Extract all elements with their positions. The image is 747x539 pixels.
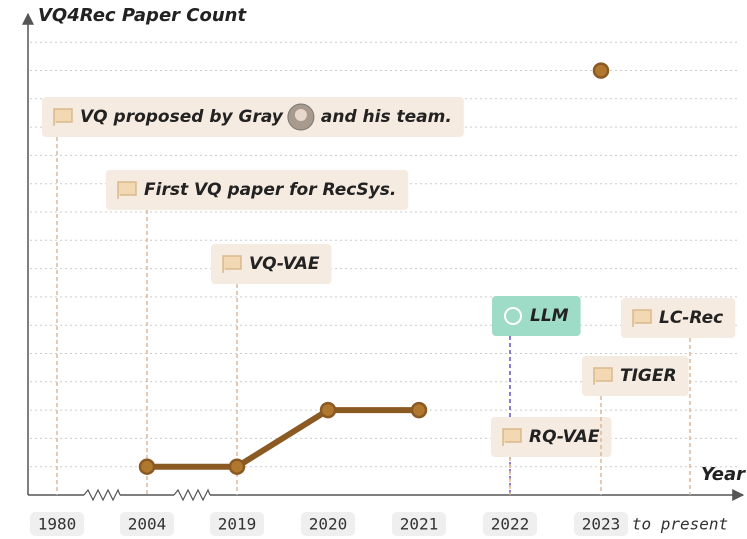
annotation: First VQ paper for RecSys. [106, 170, 409, 495]
annotation: RQ-VAE [491, 417, 612, 495]
tick-pill [392, 512, 446, 536]
annotation: LC-Rec [621, 298, 736, 495]
x-tick-label: 2022 [491, 515, 530, 534]
flag-icon [502, 428, 522, 446]
flag-icon [593, 367, 613, 385]
tick-pill [483, 512, 537, 536]
axis-break [173, 488, 211, 502]
tick-pill [574, 512, 628, 536]
grid [30, 41, 740, 468]
annotation-text: and his team. [321, 107, 452, 127]
flag-icon [222, 255, 242, 273]
annotation-text: VQ proposed by Gray [80, 107, 284, 127]
x-tick-label: 1980 [38, 515, 77, 534]
x-tick-label: to present [632, 515, 728, 534]
annotation-text: LC-Rec [659, 308, 723, 328]
annotation-text: TIGER [620, 366, 677, 386]
marker [138, 458, 156, 475]
tick-pill [120, 512, 174, 536]
annotation-box [582, 356, 689, 396]
annotation: LLM [492, 296, 581, 495]
y-axis-label: VQ4Rec Paper Count [38, 5, 247, 26]
x-tick-label: 2020 [309, 515, 348, 534]
annotation-text: LLM [530, 306, 569, 326]
annotation-box [621, 298, 736, 338]
tick-pill [301, 512, 355, 536]
annotation-box [491, 417, 612, 457]
axis-break-bg [84, 488, 120, 502]
tick-pill [30, 512, 84, 536]
x-tick-label: 2021 [400, 515, 439, 534]
avatar-face [294, 109, 307, 121]
flag-icon [53, 108, 73, 126]
tick-pill [210, 512, 264, 536]
annotation: VQ proposed by Gray and his team. [42, 97, 464, 495]
annotation-box [106, 170, 409, 210]
marker [592, 62, 610, 79]
annotation-text: First VQ paper for RecSys. [144, 180, 396, 200]
x-tick-label: 2023 [582, 515, 621, 534]
annotation-text: RQ-VAE [529, 427, 600, 447]
annotation: VQ-VAE [211, 244, 332, 495]
axis-break [83, 488, 121, 502]
flag-icon [117, 181, 137, 199]
annotation-box [42, 97, 464, 137]
flag-icon [632, 309, 652, 327]
annotation-box [211, 244, 332, 284]
axis-break-bg [174, 488, 210, 502]
llm-icon [504, 307, 522, 325]
x-tick-label: 2004 [128, 515, 167, 534]
annotation: TIGER [582, 356, 689, 495]
x-axis-label: Year [701, 464, 746, 485]
annotation-text: VQ-VAE [249, 254, 320, 274]
x-tick-label: 2019 [218, 515, 257, 534]
marker [410, 401, 428, 419]
marker [228, 458, 246, 475]
annotation-box [492, 296, 581, 336]
marker [319, 401, 337, 419]
